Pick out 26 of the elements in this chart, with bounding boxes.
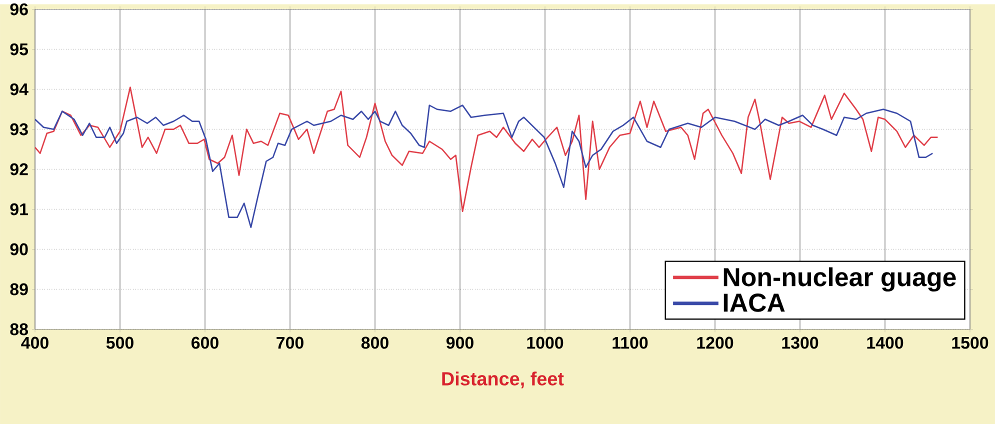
x-tick-label: 1300 [782,336,818,349]
legend-label: IACA [724,293,785,312]
y-tick-label: 94 [10,83,28,96]
y-tick-label: 93 [10,123,28,136]
line-series [35,104,934,228]
x-tick-label: 500 [106,336,134,349]
line-series [35,86,938,212]
y-tick-label: 88 [10,323,28,336]
x-tick-label: 900 [446,336,474,349]
y-tick-label: 89 [10,283,28,296]
y-tick-label: 96 [10,3,28,16]
x-tick-label: 600 [192,336,218,349]
x-tick-label: 1000 [527,336,564,349]
x-tick-label: 700 [276,336,304,349]
y-tick-label: 90 [10,243,28,256]
x-tick-label: 1200 [697,336,734,349]
x-tick-label: 400 [21,336,48,349]
x-tick-label: 1500 [952,336,988,349]
x-tick-label: 1100 [612,336,648,349]
x-axis-title: Distance, feet [442,371,564,388]
y-tick-label: 92 [10,163,28,176]
x-tick-label: 800 [361,336,388,349]
y-tick-label: 91 [10,203,28,216]
legend-label: Non-nuclear guage [724,267,956,292]
x-tick-label: 1400 [867,336,904,349]
y-tick-label: 95 [10,43,28,56]
